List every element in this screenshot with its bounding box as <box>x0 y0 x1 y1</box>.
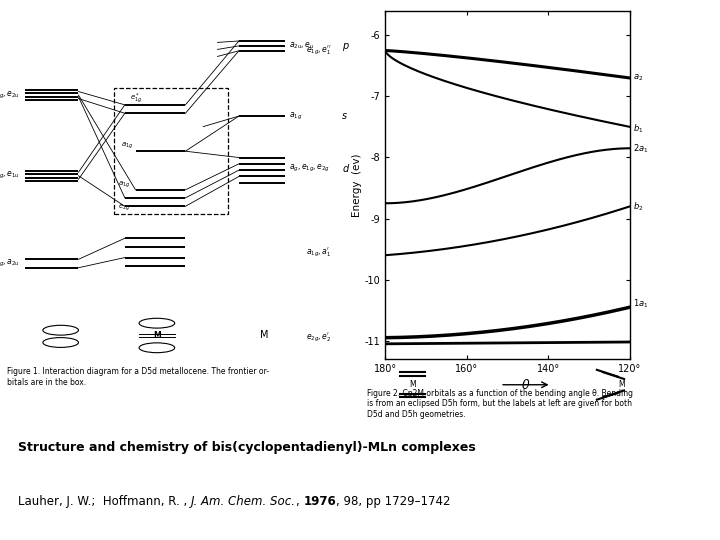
Text: J. Am. Chem. Soc.: J. Am. Chem. Soc. <box>191 495 296 508</box>
Text: $\theta$: $\theta$ <box>521 378 531 392</box>
Text: d: d <box>342 164 348 174</box>
Bar <box>114 88 228 214</box>
Text: $a_{1g}$: $a_{1g}$ <box>117 179 130 190</box>
Text: p: p <box>342 41 348 51</box>
Text: Structure and chemistry of bis(cyclopentadienyl)-MLn complexes: Structure and chemistry of bis(cyclopent… <box>18 441 476 454</box>
Text: $b_1$: $b_1$ <box>634 123 644 135</box>
Text: $e_{1g}^*$: $e_{1g}^*$ <box>130 91 143 106</box>
Text: $a_{1g}$: $a_{1g}$ <box>121 141 134 151</box>
Text: $e_{2g},e_{2u}$: $e_{2g},e_{2u}$ <box>0 90 19 100</box>
Text: $a_{1g},a_{2u}$: $a_{1g},a_{2u}$ <box>0 258 19 269</box>
Text: M: M <box>618 380 624 389</box>
Text: $a_{1g}$: $a_{1g}$ <box>289 111 302 122</box>
Text: ,: , <box>296 495 304 508</box>
Text: $b_2$: $b_2$ <box>634 200 644 213</box>
Text: $a_g,e_{1g},e_{2g}$: $a_g,e_{1g},e_{2g}$ <box>289 163 330 174</box>
Text: $a_2$: $a_2$ <box>634 73 644 83</box>
Text: Lauher, J. W.;  Hoffmann, R. ,: Lauher, J. W.; Hoffmann, R. , <box>18 495 191 508</box>
Text: Figure 2. Cp2M orbitals as a function of the bending angle θ. Bending
is from an: Figure 2. Cp2M orbitals as a function of… <box>367 389 633 419</box>
Text: $e_{2g},e_2^{\prime}$: $e_{2g},e_2^{\prime}$ <box>306 331 331 345</box>
Text: $2a_1$: $2a_1$ <box>634 142 649 154</box>
Text: M: M <box>409 380 415 389</box>
Text: $e_{1g},e_{1u}$: $e_{1g},e_{1u}$ <box>0 170 19 181</box>
Text: 1976: 1976 <box>304 495 336 508</box>
Text: M: M <box>259 330 268 341</box>
Text: s: s <box>342 111 347 121</box>
Text: Figure 1. Interaction diagram for a D5d metallocene. The frontier or-
bitals are: Figure 1. Interaction diagram for a D5d … <box>7 367 269 387</box>
Text: $e_{1g},e_1^{\prime\prime}$: $e_{1g},e_1^{\prime\prime}$ <box>306 44 331 57</box>
Text: , 98, pp 1729–1742: , 98, pp 1729–1742 <box>336 495 451 508</box>
Text: $e_{2g}$: $e_{2g}$ <box>117 202 130 213</box>
Text: $1a_1$: $1a_1$ <box>634 298 649 310</box>
Text: $a_{1g},a_1^{\prime}$: $a_{1g},a_1^{\prime}$ <box>306 246 331 259</box>
Y-axis label: Energy  (ev): Energy (ev) <box>352 153 362 217</box>
Text: $a_{2u},e_u$: $a_{2u},e_u$ <box>289 40 314 51</box>
Text: M: M <box>153 331 161 340</box>
